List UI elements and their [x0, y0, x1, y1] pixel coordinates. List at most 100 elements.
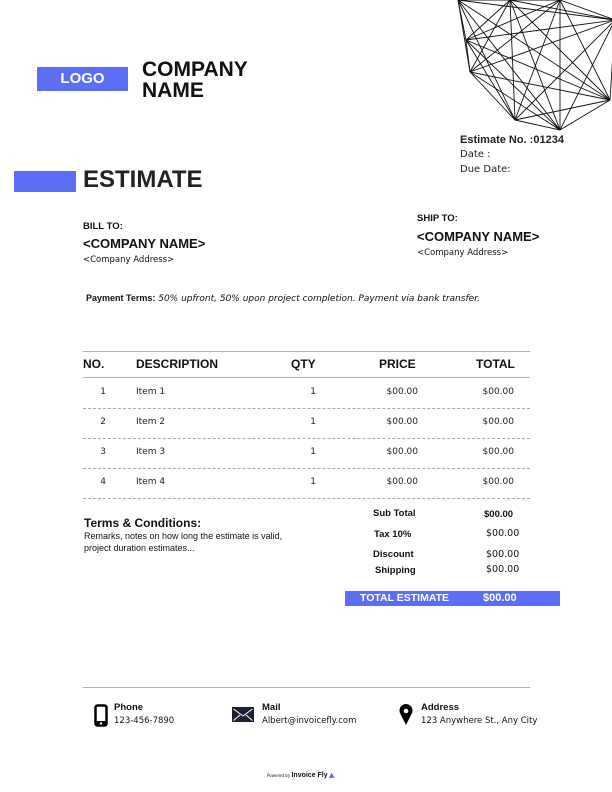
col-header-price: PRICE — [379, 357, 416, 371]
cell-price: $00.00 — [386, 477, 419, 487]
decoration-line — [559, 0, 612, 20]
discount-value: $00.00 — [486, 549, 520, 560]
footer-rule — [83, 687, 530, 688]
decoration-line — [457, 0, 612, 21]
decoration-line — [469, 0, 561, 73]
cell-no: 4 — [100, 477, 106, 487]
location-pin-icon — [399, 704, 413, 725]
cell-total: $00.00 — [482, 477, 515, 487]
decoration-line — [509, 0, 612, 20]
cell-price: $00.00 — [386, 417, 419, 427]
decoration-line — [469, 71, 561, 131]
cell-no: 3 — [100, 447, 106, 457]
shipping-label: Shipping — [375, 565, 416, 576]
logo: LOGO — [37, 67, 128, 91]
due-date-label: Due Date: — [460, 164, 511, 175]
payment-terms-label: Payment Terms: — [86, 293, 156, 303]
cell-total: $00.00 — [482, 447, 515, 457]
decoration-line — [509, 0, 561, 131]
cell-description: Item 3 — [136, 447, 166, 457]
cell-qty: 1 — [310, 417, 316, 427]
decoration-line — [609, 60, 612, 101]
bill-to-address: <Company Address> — [83, 255, 175, 265]
col-header-description: DESCRIPTION — [136, 357, 219, 371]
cell-total: $00.00 — [482, 417, 515, 427]
decoration-line — [514, 119, 561, 131]
bill-to-name: <COMPANY NAME> — [83, 236, 206, 251]
address-label: Address — [421, 702, 460, 713]
table-top-rule — [83, 351, 530, 352]
decoration-line — [469, 0, 511, 73]
table-header-rule — [83, 377, 530, 378]
sub-total-label: Sub Total — [373, 508, 416, 519]
cell-no: 1 — [100, 387, 106, 397]
col-header-qty: QTY — [291, 357, 316, 371]
decoration-line — [469, 20, 612, 73]
phone-label: Phone — [114, 702, 144, 713]
decoration-line — [465, 39, 516, 121]
row-divider — [83, 498, 530, 499]
decoration-line — [559, 0, 611, 101]
row-divider — [83, 438, 530, 439]
phone-icon — [94, 704, 108, 727]
cell-description: Item 1 — [136, 387, 166, 397]
payment-terms-text: 50% upfront, 50% upon project completion… — [158, 294, 480, 304]
decoration-line — [465, 0, 511, 41]
ship-to-label: SHIP TO: — [417, 213, 458, 224]
brand-logo-icon: ▲ — [328, 771, 335, 779]
estimate-number: Estimate No. :01234 — [460, 134, 564, 146]
cell-price: $00.00 — [386, 447, 419, 457]
total-estimate-value: $00.00 — [483, 592, 517, 604]
date-label: Date : — [460, 149, 491, 160]
document-title: ESTIMATE — [83, 166, 203, 193]
col-header-total: TOTAL — [476, 357, 515, 371]
cell-qty: 1 — [310, 447, 316, 457]
powered-by-label: Powered by — [267, 773, 291, 778]
decoration-line — [457, 0, 471, 73]
powered-by: Powered by Invoice Fly ▲ — [267, 771, 334, 779]
decoration-line — [514, 99, 611, 121]
decoration-line — [514, 22, 612, 121]
address-value: 123 Anywhere St., Any City — [421, 716, 538, 726]
col-header-no: NO. — [83, 357, 105, 371]
cell-qty: 1 — [310, 477, 316, 487]
terms-line-2: project duration estimates... — [84, 543, 195, 553]
decoration-line — [514, 0, 561, 121]
company-name: COMPANY NAME — [142, 58, 248, 102]
mail-value: Albert@invoicefly.com — [262, 716, 357, 726]
total-estimate-label: TOTAL ESTIMATE — [360, 592, 450, 604]
brand-name: Invoice Fly — [291, 772, 328, 779]
ship-to-address: <Company Address> — [417, 248, 509, 258]
discount-label: Discount — [373, 549, 414, 560]
bill-to-label: BILL TO: — [83, 221, 123, 232]
decoration-line — [465, 39, 561, 131]
tax-label: Tax 10% — [374, 529, 412, 540]
cell-no: 2 — [100, 417, 106, 427]
cell-description: Item 2 — [136, 417, 166, 427]
decoration-line — [465, 19, 612, 41]
decoration-line — [457, 0, 561, 131]
mail-label: Mail — [262, 702, 281, 713]
decoration-line — [559, 24, 612, 131]
mail-icon — [232, 707, 254, 722]
accent-bar — [14, 171, 76, 192]
cell-total: $00.00 — [482, 387, 515, 397]
decoration-line — [465, 39, 611, 101]
decoration-line — [465, 39, 471, 73]
sub-total-value: $00.00 — [484, 509, 514, 520]
geometric-decoration — [457, 0, 612, 131]
row-divider — [83, 468, 530, 469]
total-estimate-bar: TOTAL ESTIMATE $00.00 — [345, 591, 560, 606]
tax-value: $00.00 — [486, 528, 520, 539]
shipping-value: $00.00 — [486, 564, 520, 575]
cell-description: Item 4 — [136, 477, 166, 487]
row-divider — [83, 408, 530, 409]
decoration-line — [457, 0, 611, 101]
decoration-line — [469, 71, 611, 101]
ship-to-name: <COMPANY NAME> — [417, 229, 540, 244]
cell-qty: 1 — [310, 387, 316, 397]
decoration-line — [509, 0, 611, 101]
decoration-line — [509, 0, 516, 121]
cell-price: $00.00 — [386, 387, 419, 397]
